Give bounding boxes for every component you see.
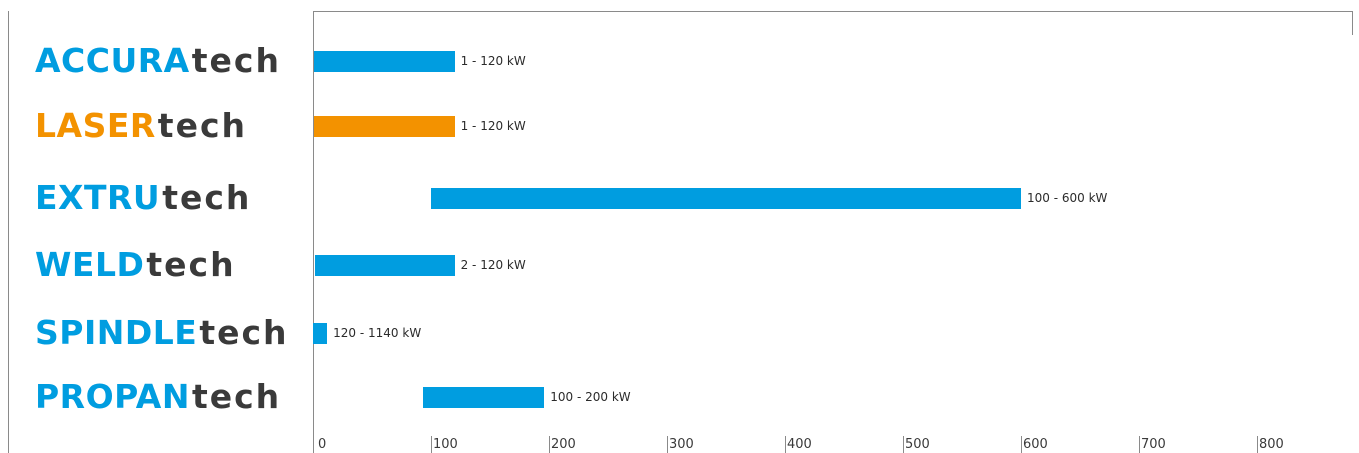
x-tick-label: 0: [318, 437, 327, 452]
bar-value-label: 1 - 120 kW: [460, 119, 526, 133]
x-tick-label: 800: [1259, 437, 1284, 452]
x-tick-mark: [1021, 436, 1022, 453]
x-tick-label: 200: [551, 437, 576, 452]
category-label-suffix: tech: [191, 41, 281, 80]
category-label: EXTRUtech: [35, 181, 251, 214]
category-label: WELDtech: [35, 248, 236, 281]
bar: [422, 386, 545, 408]
bar: [314, 115, 455, 137]
category-label-suffix: tech: [146, 245, 236, 284]
chart-left-edge: [8, 11, 9, 453]
chart-frame-right: [1352, 11, 1353, 35]
category-label: ACCURAtech: [35, 44, 281, 77]
category-label: PROPANtech: [35, 380, 281, 413]
category-label-prefix: ACCURA: [35, 41, 190, 80]
category-label-prefix: SPINDLE: [35, 313, 198, 352]
bar: [315, 254, 455, 276]
bar: [313, 322, 328, 344]
x-tick-mark: [667, 436, 668, 453]
x-tick-label: 500: [905, 437, 930, 452]
chart-frame-top: [313, 11, 1353, 12]
category-label: LASERtech: [35, 109, 247, 142]
x-tick-mark: [431, 436, 432, 453]
x-tick-label: 700: [1141, 437, 1166, 452]
x-tick-mark: [549, 436, 550, 453]
bar-value-label: 2 - 120 kW: [460, 258, 526, 272]
x-tick-mark: [785, 436, 786, 453]
bar: [314, 50, 455, 72]
category-label: SPINDLEtech: [35, 316, 289, 349]
x-tick-label: 600: [1023, 437, 1048, 452]
x-tick-label: 100: [433, 437, 458, 452]
x-tick-label: 300: [669, 437, 694, 452]
bar-value-label: 100 - 600 kW: [1027, 191, 1108, 205]
category-label-prefix: WELD: [35, 245, 145, 284]
category-label-suffix: tech: [199, 313, 289, 352]
bar-value-label: 1 - 120 kW: [460, 54, 526, 68]
category-label-prefix: EXTRU: [35, 178, 161, 217]
bar: [431, 187, 1021, 209]
category-label-suffix: tech: [157, 106, 248, 145]
bar-value-label: 100 - 200 kW: [550, 390, 631, 404]
category-label-suffix: tech: [162, 178, 252, 217]
category-label-prefix: LASER: [35, 106, 156, 145]
x-tick-mark: [1139, 436, 1140, 453]
x-tick-mark: [1257, 436, 1258, 453]
x-tick-label: 400: [787, 437, 812, 452]
category-label-suffix: tech: [191, 377, 282, 416]
y-axis-line: [313, 11, 314, 453]
x-tick-mark: [903, 436, 904, 453]
bar-value-label: 120 - 1140 kW: [333, 326, 422, 340]
category-label-prefix: PROPAN: [35, 377, 190, 416]
